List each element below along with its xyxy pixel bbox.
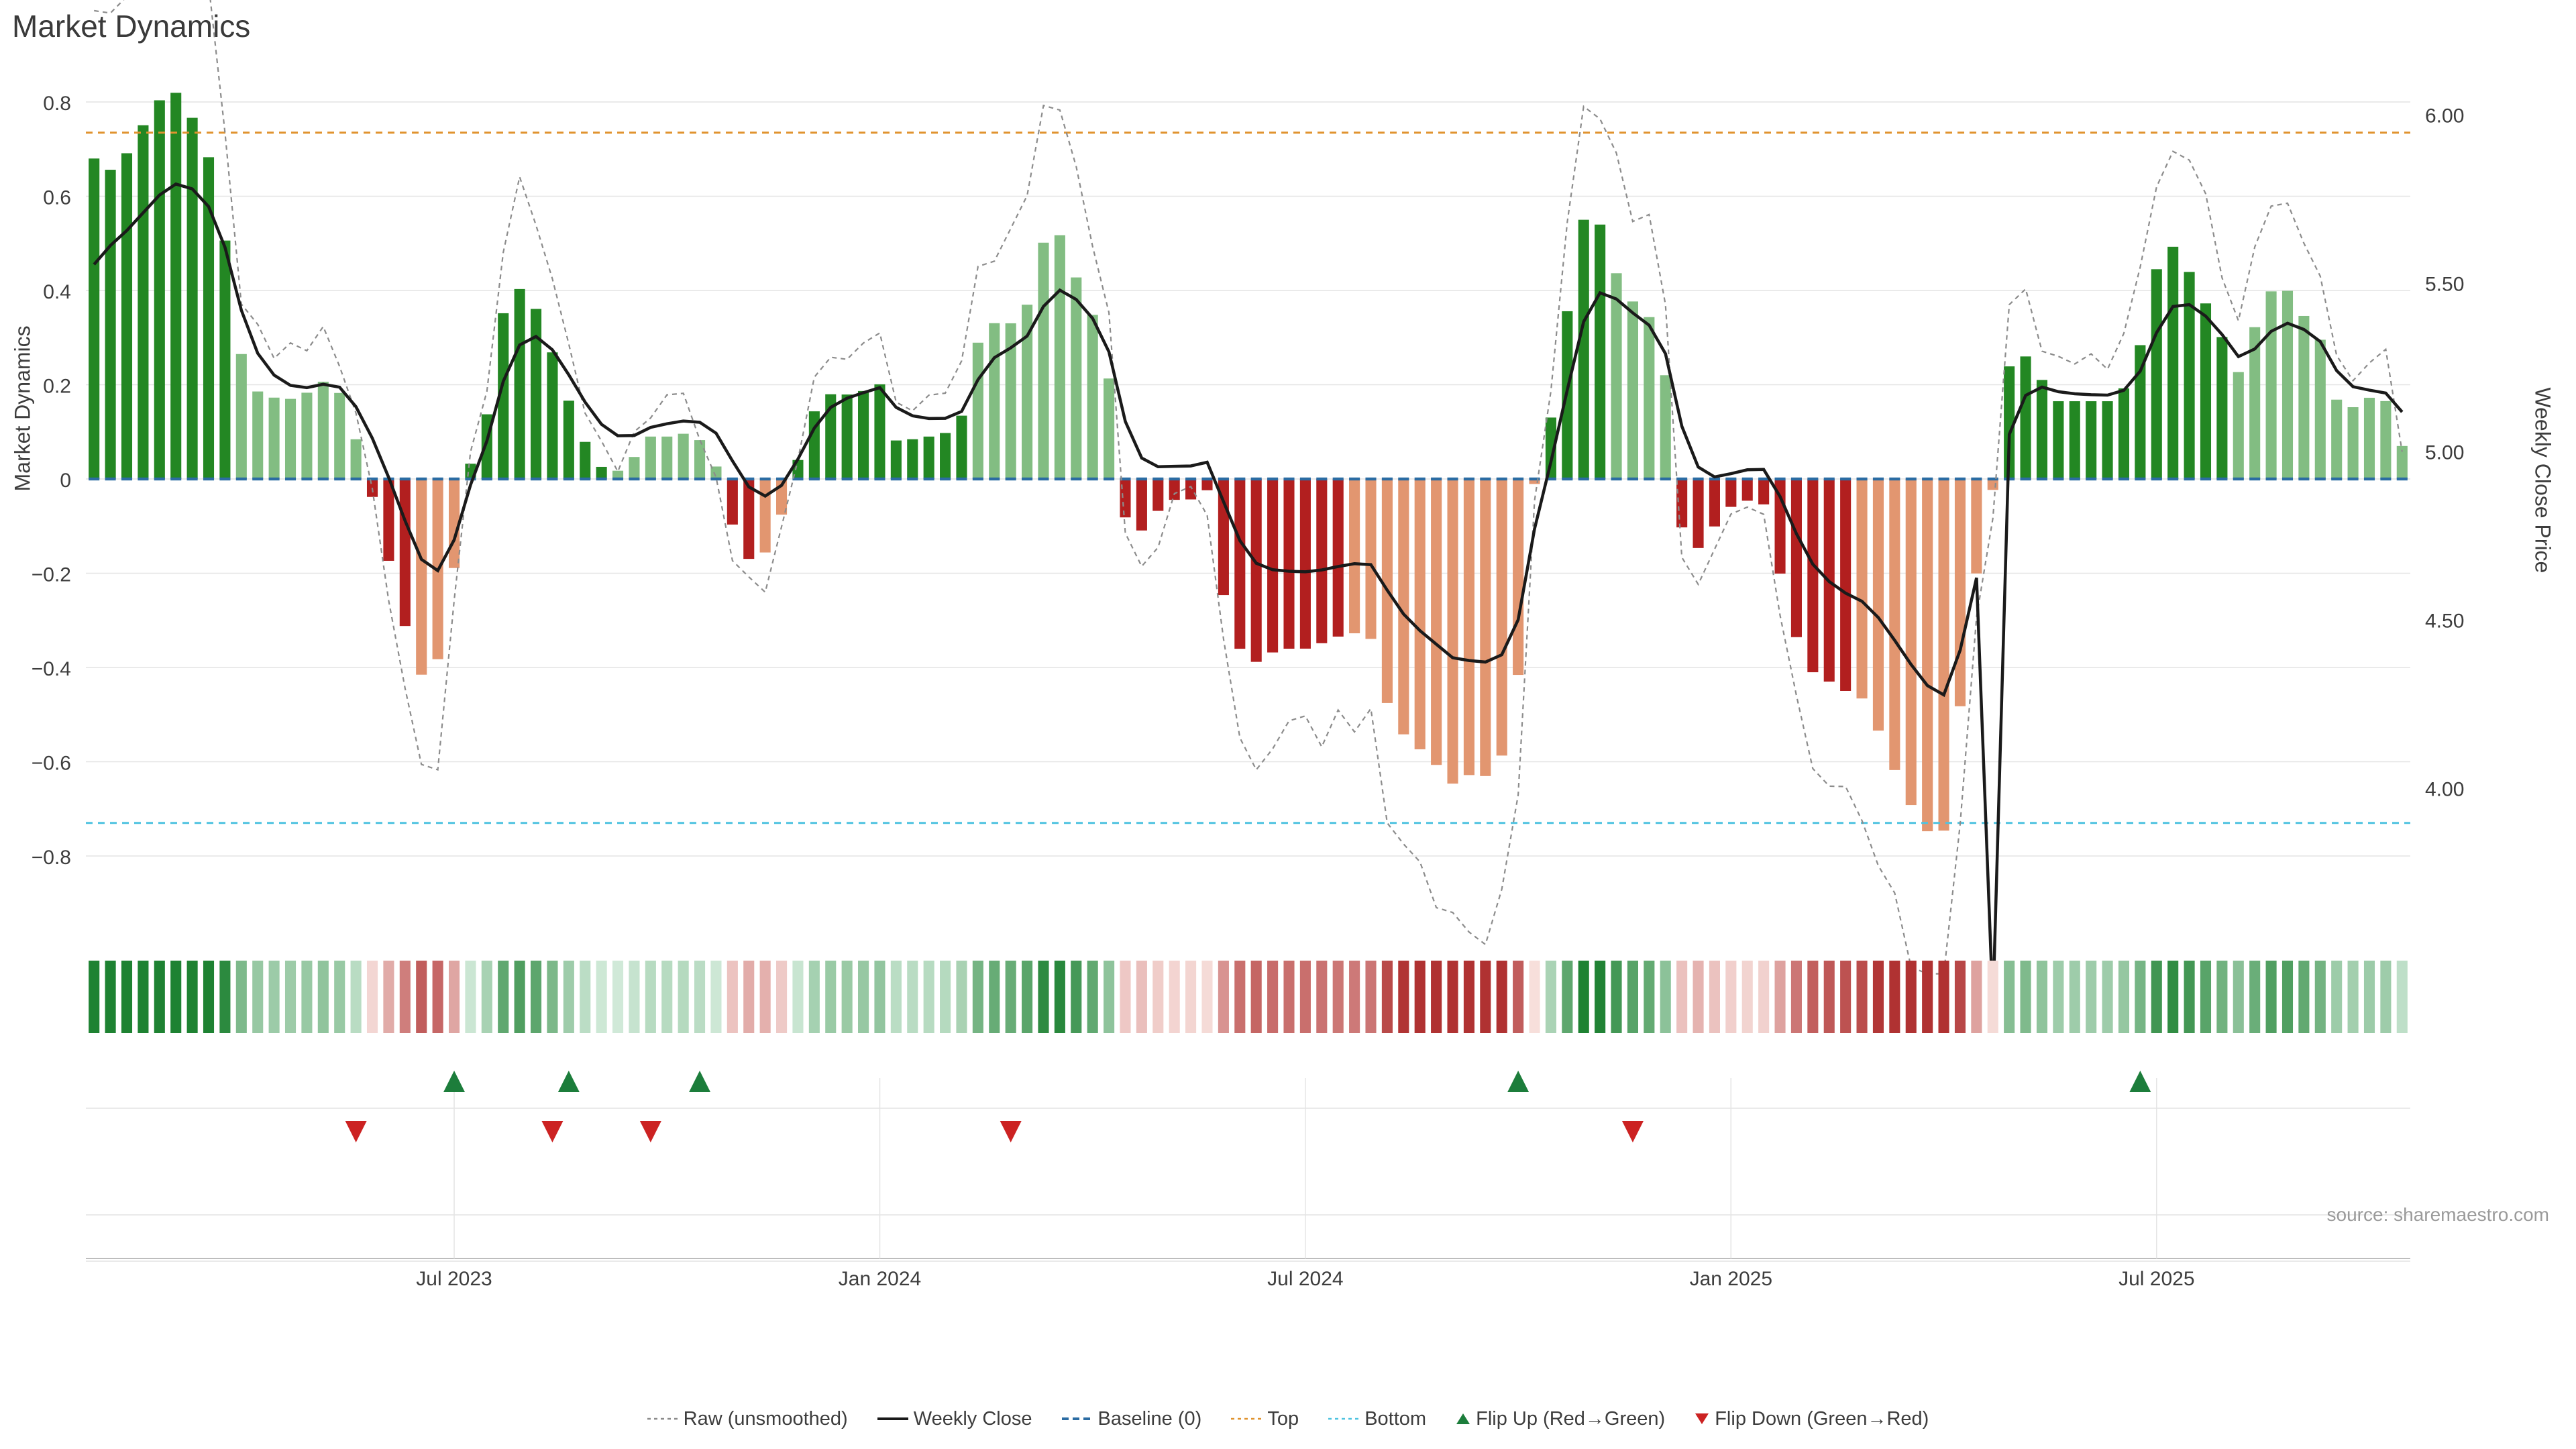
svg-text:0.2: 0.2: [43, 376, 71, 398]
svg-text:Jan 2024: Jan 2024: [839, 1268, 921, 1290]
svg-text:Jul 2024: Jul 2024: [1267, 1268, 1343, 1290]
svg-text:4.50: 4.50: [2425, 610, 2464, 632]
svg-text:0.4: 0.4: [43, 281, 71, 303]
svg-text:6.00: 6.00: [2425, 105, 2464, 127]
svg-text:0: 0: [60, 470, 71, 492]
svg-text:0.6: 0.6: [43, 187, 71, 209]
svg-text:−0.4: −0.4: [32, 658, 71, 680]
svg-text:4.00: 4.00: [2425, 779, 2464, 801]
svg-text:Jan 2025: Jan 2025: [1690, 1268, 1772, 1290]
svg-text:−0.6: −0.6: [32, 753, 71, 775]
svg-text:5.50: 5.50: [2425, 273, 2464, 295]
svg-text:−0.2: −0.2: [32, 564, 71, 586]
svg-text:5.00: 5.00: [2425, 441, 2464, 464]
svg-text:−0.8: −0.8: [32, 847, 71, 869]
svg-text:0.8: 0.8: [43, 93, 71, 115]
svg-text:Jul 2025: Jul 2025: [2118, 1268, 2194, 1290]
svg-text:Jul 2023: Jul 2023: [416, 1268, 492, 1290]
